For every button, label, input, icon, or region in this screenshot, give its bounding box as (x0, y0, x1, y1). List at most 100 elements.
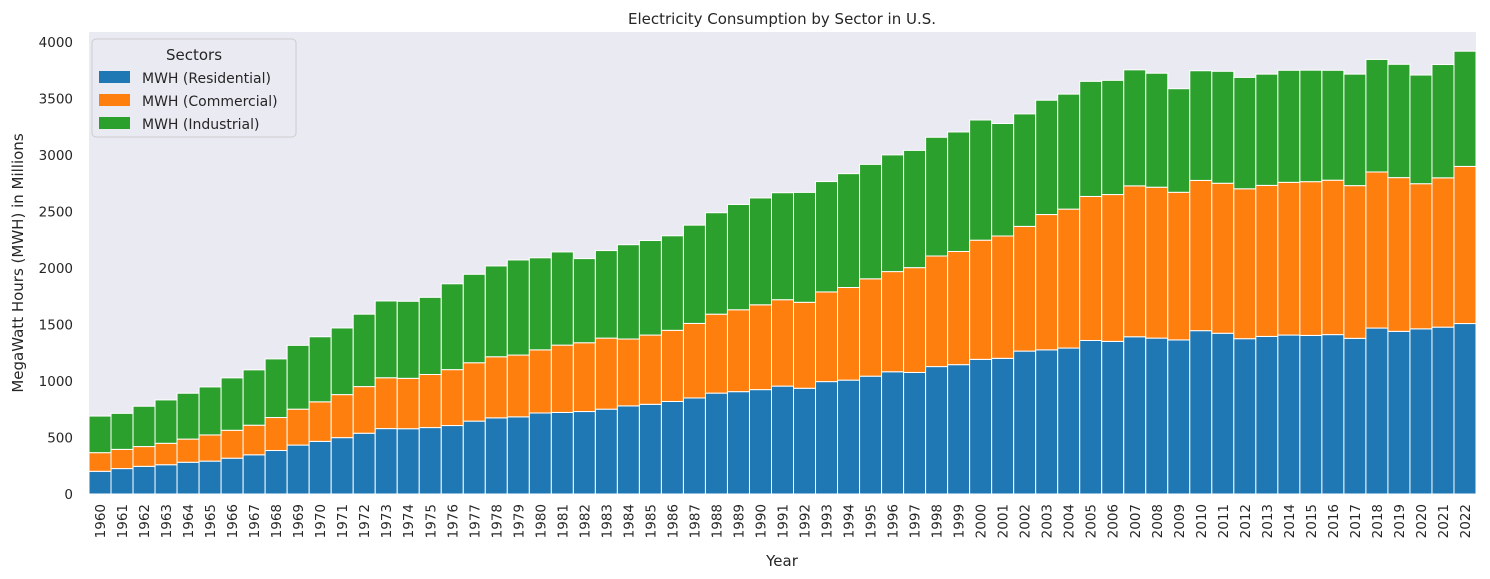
x-tick-label: 2005 (1084, 504, 1100, 538)
bar-residential-1995 (859, 375, 883, 495)
bar-residential-2013 (1255, 335, 1279, 495)
bar-industrial-1995 (859, 163, 883, 280)
bar-industrial-2014 (1277, 69, 1301, 183)
bar-commercial-1993 (815, 291, 839, 383)
x-tick-label: 2020 (1414, 504, 1430, 538)
bar-commercial-1999 (947, 250, 971, 366)
x-tick-label: 1988 (709, 504, 725, 538)
bar-residential-2001 (991, 357, 1015, 495)
bar-residential-1960 (88, 470, 112, 495)
bar-commercial-1969 (286, 408, 310, 446)
legend-title: Sectors (166, 46, 222, 64)
x-tick-label: 1963 (159, 504, 175, 538)
x-tick-label: 2011 (1216, 504, 1232, 538)
bar-commercial-1981 (550, 344, 574, 413)
bar-commercial-1963 (154, 442, 178, 466)
y-tick-label: 500 (47, 431, 73, 447)
bar-commercial-2018 (1365, 171, 1389, 329)
y-tick-labels: 0 500 1000 1500 2000 2500 3000 3500 4000 (39, 35, 73, 503)
y-axis-label: MegaWatt Hours (MWH) in Millions (9, 133, 27, 392)
bar-industrial-2001 (991, 123, 1015, 237)
bar-industrial-2016 (1321, 69, 1345, 181)
bar-commercial-1990 (748, 304, 772, 391)
bar-commercial-1976 (440, 369, 464, 427)
bar-residential-1988 (704, 392, 728, 495)
bar-industrial-2012 (1233, 76, 1257, 190)
bar-residential-2009 (1167, 339, 1191, 495)
bar-industrial-1996 (881, 154, 905, 273)
bar-residential-2003 (1035, 349, 1059, 495)
bar-industrial-1999 (947, 131, 971, 252)
bar-industrial-1990 (748, 197, 772, 306)
bar-residential-1964 (176, 461, 200, 495)
x-tick-label: 2014 (1282, 504, 1298, 538)
x-tick-label: 1990 (753, 504, 769, 538)
bar-commercial-1975 (418, 373, 442, 429)
bar-industrial-1980 (528, 257, 552, 351)
legend-label-residential: MWH (Residential) (142, 71, 271, 87)
bar-industrial-1963 (154, 399, 178, 444)
bar-industrial-1973 (374, 300, 398, 379)
bar-commercial-2008 (1145, 186, 1169, 339)
x-tick-label: 1980 (533, 504, 549, 538)
bar-industrial-2018 (1365, 58, 1389, 173)
bar-industrial-1965 (198, 386, 222, 436)
bar-residential-2021 (1431, 326, 1455, 495)
bar-residential-1993 (815, 381, 839, 495)
bar-commercial-2000 (969, 239, 993, 360)
bar-commercial-2021 (1431, 177, 1455, 328)
x-tick-label: 2021 (1436, 504, 1452, 538)
bar-residential-2012 (1233, 338, 1257, 495)
x-tick-label: 1997 (908, 504, 924, 538)
bar-commercial-1962 (132, 446, 156, 467)
bar-commercial-2007 (1123, 185, 1147, 338)
bar-industrial-1985 (638, 240, 662, 336)
x-tick-label: 1972 (357, 504, 373, 538)
x-tick-label: 1970 (313, 504, 329, 538)
chart-title: Electricity Consumption by Sector in U.S… (628, 10, 936, 28)
bar-commercial-2006 (1101, 194, 1125, 342)
bar-industrial-1978 (484, 265, 508, 358)
bar-industrial-1969 (286, 344, 310, 410)
bar-residential-1980 (528, 412, 552, 495)
x-tick-label: 1961 (115, 504, 131, 538)
bar-industrial-1967 (242, 369, 266, 426)
x-tick-label: 1966 (225, 504, 241, 538)
bar-industrial-2005 (1079, 80, 1103, 197)
x-tick-label: 1978 (489, 504, 505, 538)
bar-industrial-1984 (616, 244, 640, 340)
bar-commercial-1985 (638, 334, 662, 405)
bar-commercial-1998 (925, 255, 949, 368)
bar-commercial-1996 (881, 271, 905, 373)
y-tick-label: 4000 (39, 35, 73, 51)
bar-residential-2006 (1101, 340, 1125, 495)
bar-commercial-1966 (220, 429, 244, 459)
bar-commercial-1986 (660, 329, 684, 402)
bar-commercial-1991 (770, 299, 795, 387)
bar-residential-1998 (925, 366, 949, 495)
bar-industrial-1994 (837, 173, 861, 289)
legend-swatch-residential (99, 71, 130, 83)
bar-residential-1963 (154, 464, 178, 495)
bar-residential-2017 (1343, 337, 1367, 495)
bar-commercial-1973 (374, 377, 398, 430)
x-tick-label: 2010 (1194, 504, 1210, 538)
bar-commercial-1961 (110, 448, 134, 470)
bar-residential-1991 (770, 385, 795, 495)
bar-residential-1965 (198, 460, 222, 495)
x-tick-label: 1967 (247, 504, 263, 538)
bar-industrial-1970 (308, 336, 332, 403)
bar-commercial-1978 (484, 356, 508, 419)
bar-industrial-1972 (352, 313, 376, 388)
x-tick-label: 1989 (731, 504, 747, 538)
bar-residential-2019 (1387, 330, 1411, 495)
bar-industrial-2009 (1167, 88, 1191, 193)
x-axis-label: Year (765, 552, 799, 570)
bar-commercial-1992 (793, 301, 817, 389)
bar-industrial-1987 (682, 224, 706, 324)
bar-residential-1986 (660, 400, 684, 495)
x-tick-label: 2009 (1172, 504, 1188, 538)
bar-residential-2008 (1145, 337, 1169, 495)
bar-commercial-2019 (1387, 177, 1411, 332)
legend-label-commercial: MWH (Commercial) (142, 94, 278, 110)
